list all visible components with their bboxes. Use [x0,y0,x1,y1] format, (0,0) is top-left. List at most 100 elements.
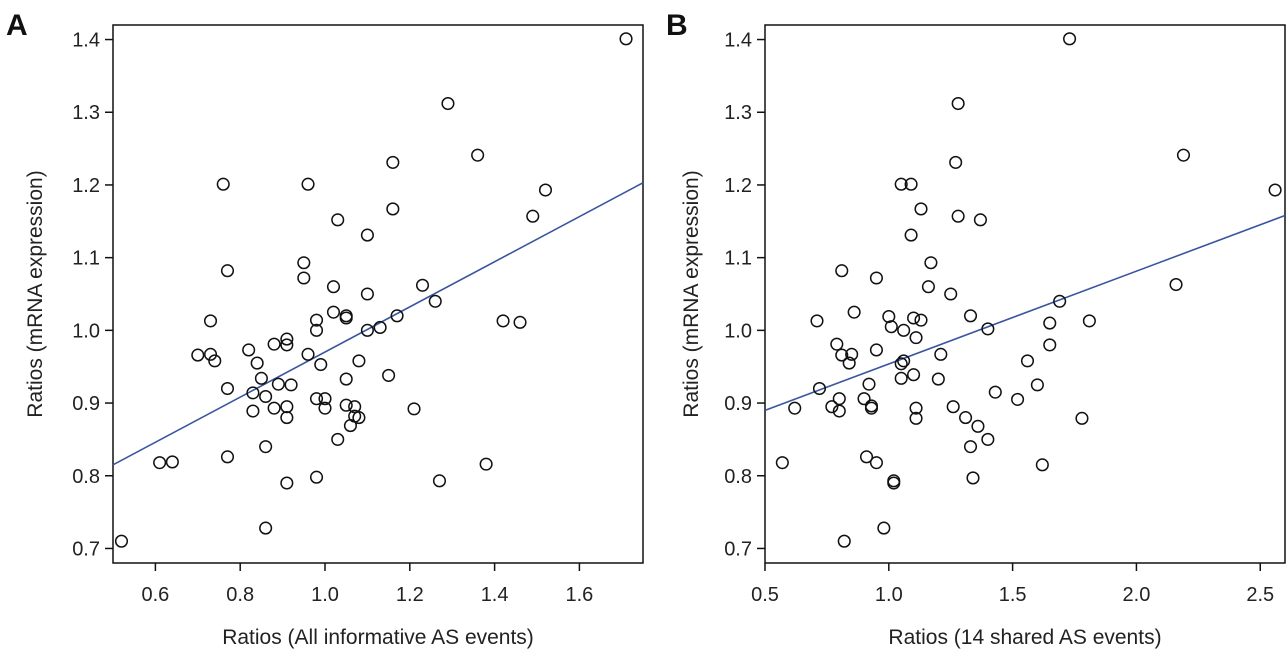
panel-a-data-point [619,32,633,46]
panel-b-data-point [981,432,995,446]
panel-a-data-point [203,347,218,361]
panel-b-y-tick-label: 0.9 [724,393,752,415]
panel-a-data-point [203,314,218,328]
panel-a-x-tick-label: 1.0 [311,584,339,606]
panel-a-data-point [382,368,396,382]
panel-a-data-point [339,372,353,386]
panel-b-y-tick-label: 0.7 [724,538,752,560]
panel-b-data-point [775,456,789,470]
panel-a-data-point [314,357,328,372]
panel-a-y-tick-label: 1.3 [72,102,100,124]
panel-a-data-point [513,315,527,329]
panel-a-data-point [352,354,366,368]
panel-b-data-point [921,280,935,294]
panel-b-data-point [1053,294,1067,308]
panel-b-data-point [1035,458,1049,472]
panel-b-data-point [894,177,908,191]
panel-b-y-tick-label: 1.1 [724,248,752,270]
panel-a-data-point [280,476,294,490]
panel-a-data-point [220,264,235,278]
panel-a-points [114,32,633,548]
panel-b-x-tick-label: 1.5 [999,584,1027,606]
panel-b-data-point [894,357,908,371]
panel-b-data-point [963,309,978,323]
panel-b-y-tick-label: 1.4 [724,30,752,52]
panel-a-data-point [390,309,404,323]
panel-a-data-point [441,96,455,111]
panel-a-data-point [309,323,324,337]
panel-a-data-point [165,455,179,469]
panel-b-data-point [907,311,921,325]
panel-b-x-axis-label: Ratios (14 shared AS events) [888,626,1161,649]
panel-a-data-point [339,311,353,325]
panel-b-letter: B [666,9,688,42]
panel-b-data-point [882,309,896,324]
panel-a-data-point [373,320,387,334]
panel-b-fit-line-group [764,214,1286,412]
panel-a-data-point [280,332,294,346]
panel-a-data-point [538,183,553,197]
panel-b-data-point [857,392,871,406]
panel-a-data-point [297,271,311,285]
panel-a-data-point [191,348,205,362]
panel-a-data-point [331,213,345,227]
panel-b-data-point [951,209,965,223]
panel-a-data-point [259,440,273,454]
panel-b-data-point [869,456,883,470]
panel-a-data-point [242,343,256,357]
panel-a-data-point [309,470,324,484]
panel-a-data-point [479,457,493,471]
panel-b-data-point [1176,148,1191,162]
panel-a-data-point [428,294,442,308]
panel-b-data-point [1063,32,1077,46]
panel-a-x-tick-label: 1.2 [396,584,424,606]
panel-b-data-point [812,381,827,396]
panel-a-y-tick-label: 1.0 [72,320,100,342]
panel-b-data-point [904,228,918,242]
panel-a-y-tick-label: 0.7 [72,538,100,560]
panel-a-data-point [220,450,235,464]
panel-b-data-point [788,401,802,415]
panel-a-data-point [360,323,374,337]
panel-b-data-point [904,177,918,191]
panel-b-data-point [825,400,839,414]
panel-b-data-point [877,521,891,535]
panel-a-data-point [280,338,294,352]
panel-b-data-point [832,392,846,406]
panel-b-data-point [944,287,958,301]
panel-b-data-point [988,385,1002,399]
panel-b-data-point [859,450,874,464]
panel-b-data-point [973,213,987,227]
panel-b-data-point [963,440,978,454]
panel-b-y-tick-label: 1.2 [724,175,752,197]
panel-b: B 0.5 1.0 1.5 2.0 2.5 0.7 0.8 0.9 1.0 1.1 1.2 1.3 1.… [666,9,1286,649]
panel-a-data-point [339,398,353,412]
panel-b-data-point [810,314,824,328]
panel-b-data-point [835,264,849,278]
panel-a-plot-frame [112,24,644,564]
panel-a-data-point [208,354,222,368]
panel-a-data-point [280,411,294,425]
panel-b-y-tick-label: 0.8 [724,466,752,488]
panel-a-data-point [348,400,362,414]
panel-a-data-point [526,209,540,223]
panel-a-data-point [326,305,341,319]
panel-b-data-point [887,476,901,490]
panel-b-data-point [884,320,898,334]
panel-a-data-point [259,521,273,535]
panel-a-data-point [301,177,315,191]
panel-b-data-point [1030,378,1044,392]
panel-a-data-point [360,228,374,242]
panel-b-x-tick-label: 2.0 [1123,584,1151,606]
panel-b-data-point [1011,392,1025,406]
panel-a-x-tick-label: 1.4 [481,584,509,606]
panel-a-data-point [432,474,447,488]
panel-a-y-tick-label: 0.8 [72,466,100,488]
panel-b-data-point [959,411,973,425]
panel-a-data-point [360,287,374,301]
panel-a-data-point [301,347,315,361]
panel-b-data-point [971,419,985,433]
panel-a-x-axis-label: Ratios (All informative AS events) [222,626,534,649]
panel-b-data-point [966,471,980,485]
panel-a-data-point [284,378,298,392]
